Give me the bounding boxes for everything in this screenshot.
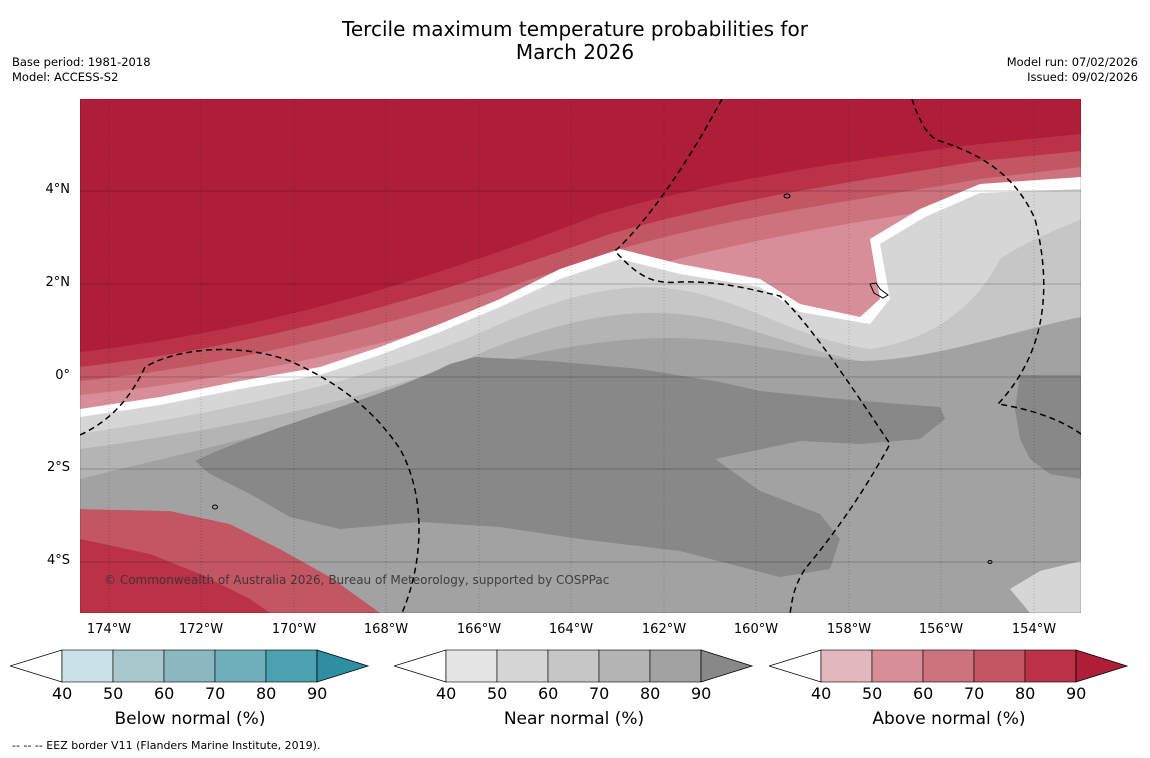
tick-near-60: 60 xyxy=(538,684,559,703)
tick-below-60: 60 xyxy=(154,684,175,703)
title-line-2: March 2026 xyxy=(515,40,635,64)
tick-near-80: 80 xyxy=(640,684,661,703)
colorbar-below-arrow-left xyxy=(10,649,63,683)
tick-near-40: 40 xyxy=(436,684,457,703)
colorbar-below-normal xyxy=(10,649,370,683)
copyright-text: © Commonwealth of Australia 2026, Bureau… xyxy=(104,573,609,587)
colorbar-above-60 xyxy=(922,649,975,683)
lon-label-168w: 168°W xyxy=(363,622,409,637)
colorbar-below-60 xyxy=(163,649,216,683)
colorbar-below-80 xyxy=(265,649,318,683)
region-near-40-50-se xyxy=(1010,561,1081,613)
colorbar-below-40 xyxy=(61,649,114,683)
lon-label-160w: 160°W xyxy=(733,622,779,637)
colorbar-near-60 xyxy=(547,649,600,683)
colorbar-title-near: Near normal (%) xyxy=(503,709,645,729)
colorbar-near-arrow-left xyxy=(394,649,447,683)
map-title: Tercile maximum temperature probabilitie… xyxy=(0,18,1150,64)
colorbar-near-normal xyxy=(394,649,754,683)
tick-above-50: 50 xyxy=(862,684,883,703)
colorbar-title-below: Below normal (%) xyxy=(114,709,266,729)
colorbar-above-70 xyxy=(973,649,1026,683)
lon-label-158w: 158°W xyxy=(826,622,872,637)
model-run: Model run: 07/02/2026 xyxy=(1006,55,1138,69)
tick-above-80: 80 xyxy=(1015,684,1036,703)
lon-label-156w: 156°W xyxy=(918,622,964,637)
tick-below-40: 40 xyxy=(52,684,73,703)
island xyxy=(987,560,993,564)
probability-map: © Commonwealth of Australia 2026, Bureau… xyxy=(80,99,1081,613)
tick-near-90: 90 xyxy=(691,684,712,703)
lat-label-4n: 4°N xyxy=(45,182,71,197)
tick-near-50: 50 xyxy=(487,684,508,703)
colorbar-near-arrow-right xyxy=(700,649,754,683)
lon-label-166w: 166°W xyxy=(456,622,502,637)
colorbar-near-50 xyxy=(496,649,549,683)
colorbar-above-arrow-left xyxy=(769,649,822,683)
issued-date: Issued: 09/02/2026 xyxy=(1027,70,1138,84)
colorbar-below-70 xyxy=(214,649,267,683)
region-near-80-90 xyxy=(195,357,945,577)
title-line-1: Tercile maximum temperature probabilitie… xyxy=(342,17,808,41)
lat-label-4s: 4°S xyxy=(46,553,70,568)
tick-above-70: 70 xyxy=(964,684,985,703)
lon-label-170w: 170°W xyxy=(271,622,317,637)
base-period: Base period: 1981-2018 xyxy=(12,55,151,69)
region-above-sw-dark xyxy=(80,539,270,613)
tick-below-80: 80 xyxy=(256,684,277,703)
tick-above-90: 90 xyxy=(1066,684,1087,703)
colorbar-above-arrow-right xyxy=(1075,649,1129,683)
colorbar-title-above: Above normal (%) xyxy=(872,709,1026,729)
lat-label-2s: 2°S xyxy=(46,460,70,475)
tick-below-50: 50 xyxy=(103,684,124,703)
colorbar-near-40 xyxy=(445,649,498,683)
lon-label-164w: 164°W xyxy=(548,622,594,637)
lon-label-174w: 174°W xyxy=(86,622,132,637)
tick-below-70: 70 xyxy=(205,684,226,703)
tick-below-90: 90 xyxy=(307,684,328,703)
colorbar-below-50 xyxy=(112,649,165,683)
colorbar-above-50 xyxy=(871,649,924,683)
island xyxy=(212,504,218,510)
eez-footnote: -- -- -- EEZ border V11 (Flanders Marine… xyxy=(12,739,321,752)
lat-label-2n: 2°N xyxy=(45,275,71,290)
island xyxy=(783,193,791,199)
meta-left: Base period: 1981-2018 Model: ACCESS-S2 xyxy=(12,55,151,85)
lat-label-0: 0° xyxy=(55,368,70,383)
colorbar-above-normal xyxy=(769,649,1129,683)
colorbar-near-80 xyxy=(649,649,702,683)
tick-above-40: 40 xyxy=(811,684,832,703)
tick-near-70: 70 xyxy=(589,684,610,703)
colorbar-below-arrow-right xyxy=(316,649,370,683)
colorbar-above-80 xyxy=(1024,649,1077,683)
lon-label-162w: 162°W xyxy=(641,622,687,637)
tick-above-60: 60 xyxy=(913,684,934,703)
meta-right: Model run: 07/02/2026 Issued: 09/02/2026 xyxy=(1007,55,1138,85)
eez-borders xyxy=(80,99,1081,613)
model-name: Model: ACCESS-S2 xyxy=(12,70,119,84)
region-near-80-90-east xyxy=(1015,375,1081,479)
lon-label-154w: 154°W xyxy=(1011,622,1057,637)
island xyxy=(869,282,889,299)
colorbar-above-40 xyxy=(820,649,873,683)
colorbar-near-70 xyxy=(598,649,651,683)
lon-label-172w: 172°W xyxy=(178,622,224,637)
